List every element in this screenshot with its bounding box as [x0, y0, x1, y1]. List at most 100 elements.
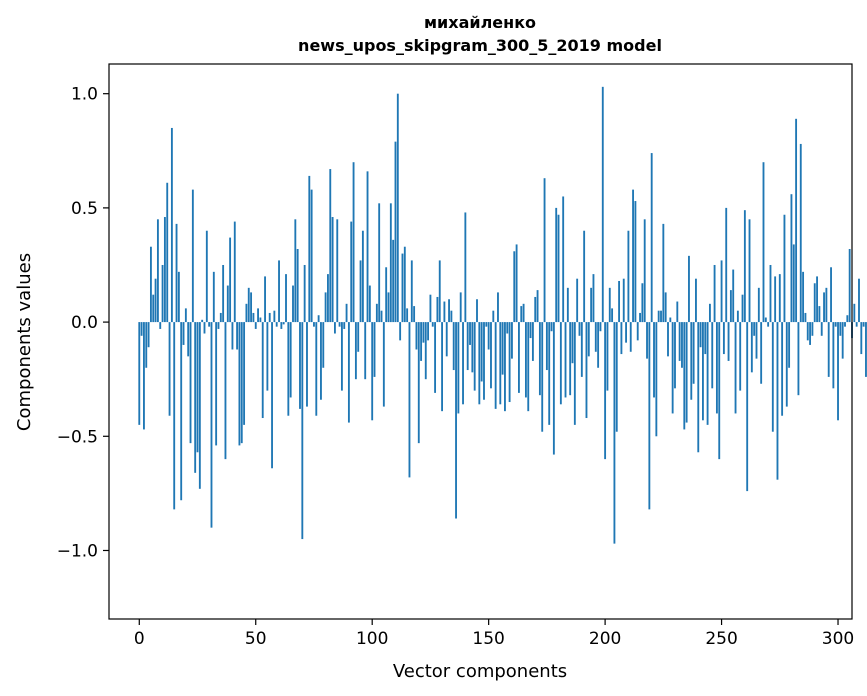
bar: [597, 322, 600, 368]
bar: [729, 290, 732, 323]
bar: [156, 219, 159, 323]
bar: [669, 317, 672, 323]
y-axis: −1.0 −0.5 0.0 0.5 1.0: [57, 85, 109, 561]
bar: [804, 312, 807, 323]
bar: [408, 322, 411, 478]
bar: [641, 283, 644, 323]
bar: [427, 322, 430, 341]
bar: [825, 287, 828, 323]
bar: [615, 322, 618, 432]
bar: [746, 322, 749, 492]
bar: [762, 162, 765, 323]
bar: [299, 322, 301, 409]
bar: [858, 278, 860, 323]
bar: [420, 322, 423, 361]
bar: [278, 260, 280, 323]
bar: [732, 269, 735, 323]
bar: [331, 217, 334, 323]
bar: [368, 285, 371, 323]
x-axis-label: Vector components: [393, 661, 567, 682]
bar: [599, 322, 602, 332]
bar: [313, 322, 315, 327]
bar: [639, 312, 641, 323]
bar: [375, 303, 378, 323]
bar: [273, 310, 276, 323]
bar: [790, 194, 793, 323]
bar: [622, 278, 625, 323]
bar: [692, 322, 695, 384]
bar: [841, 322, 844, 359]
bar: [741, 294, 744, 323]
bar: [657, 310, 660, 323]
bar: [459, 292, 462, 323]
bar: [250, 292, 253, 323]
bar: [743, 210, 746, 323]
bar: [506, 322, 509, 334]
bar: [415, 322, 418, 350]
bar: [378, 203, 381, 323]
bar: [406, 308, 409, 323]
bar: [462, 322, 464, 405]
bar: [608, 287, 611, 323]
bar: [601, 86, 604, 323]
bar: [606, 322, 609, 391]
bar: [417, 322, 420, 444]
bar: [385, 267, 388, 323]
bar: [208, 322, 211, 327]
bar: [285, 274, 287, 323]
x-tick-label: 50: [245, 629, 267, 649]
bar: [191, 189, 194, 323]
bar: [387, 292, 390, 323]
bar: [702, 322, 704, 421]
bar: [688, 255, 690, 323]
bar: [604, 322, 607, 460]
bar: [711, 322, 714, 389]
bar: [573, 322, 576, 425]
bar: [163, 217, 166, 323]
bar: [771, 322, 774, 432]
bar: [501, 322, 504, 375]
bar: [646, 322, 648, 359]
bar: [674, 322, 676, 389]
bar: [515, 244, 518, 323]
bar: [578, 322, 581, 336]
plot-area-frame: [108, 63, 853, 620]
bar: [494, 322, 497, 409]
bar: [236, 322, 239, 350]
bar: [469, 322, 471, 345]
bar: [520, 306, 523, 323]
bar: [524, 322, 527, 398]
bar: [592, 274, 595, 323]
bar: [695, 278, 697, 323]
bar: [327, 274, 329, 323]
bar: [233, 221, 236, 323]
bar: [797, 322, 800, 396]
bar: [715, 322, 718, 414]
bar: [429, 294, 432, 323]
bar: [795, 118, 798, 323]
bar: [280, 322, 283, 329]
y-tick-label: −1.0: [57, 541, 98, 561]
bar: [734, 322, 737, 414]
bar: [320, 322, 322, 400]
chart-title: михайленко: [424, 13, 536, 32]
x-tick-label: 0: [134, 629, 145, 649]
bar: [629, 322, 632, 352]
bar: [725, 207, 728, 323]
bar: [799, 143, 802, 323]
bar: [583, 230, 586, 323]
bar: [531, 322, 534, 361]
bar: [243, 322, 246, 425]
bar: [464, 212, 467, 323]
bar: [634, 201, 637, 323]
bar: [296, 249, 299, 323]
bar: [471, 322, 474, 373]
y-tick-label: −0.5: [57, 427, 98, 447]
bar: [704, 322, 707, 355]
bar: [571, 322, 574, 364]
bar: [594, 322, 597, 352]
bar: [518, 322, 520, 393]
bar: [350, 221, 353, 323]
bar: [785, 322, 788, 407]
bar: [215, 322, 218, 446]
